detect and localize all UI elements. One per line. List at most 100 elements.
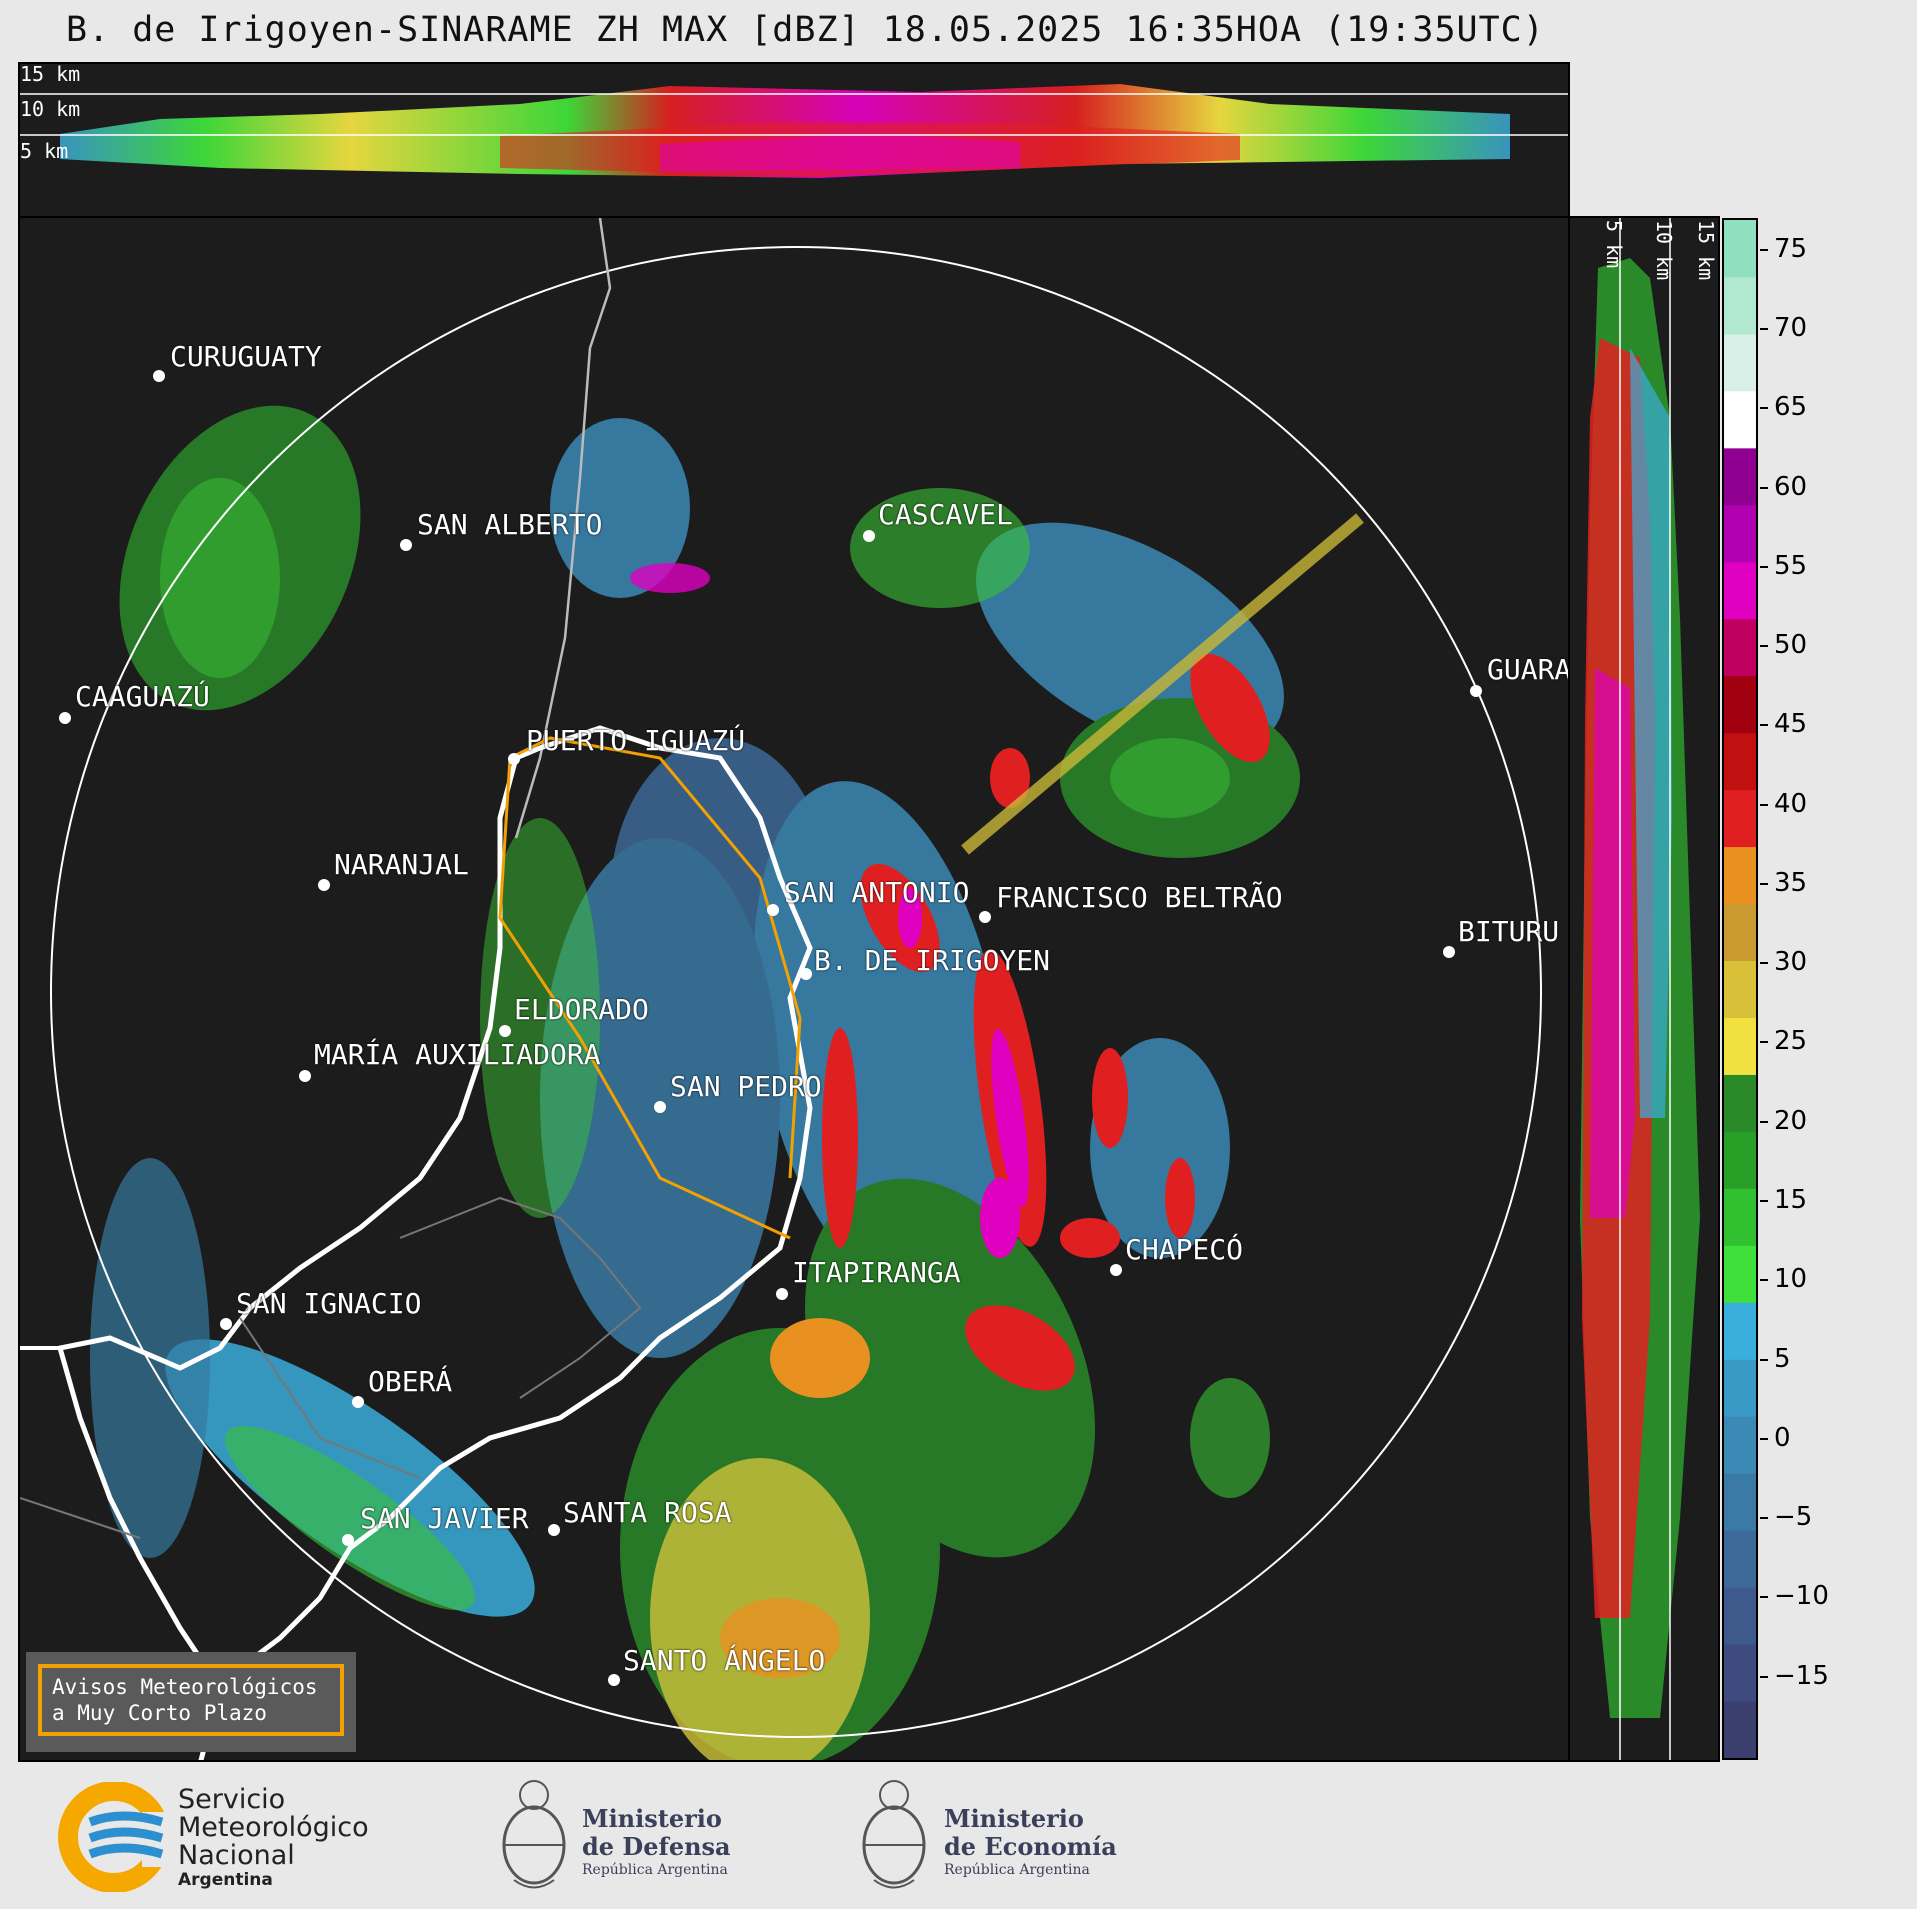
- colorbar-band: [1724, 789, 1756, 848]
- colorbar-band: [1724, 447, 1756, 506]
- city-marker: [153, 370, 165, 382]
- radar-echo-layer: [20, 218, 1542, 1760]
- smn-line-2: Meteorológico: [178, 1812, 369, 1843]
- city-label: BITURU: [1458, 915, 1560, 948]
- smn-line-3: Nacional: [178, 1840, 295, 1871]
- colorbar-tick: [1760, 1437, 1768, 1440]
- city-label: CHAPECÓ: [1125, 1233, 1244, 1266]
- colorbar-tick-label: 35: [1774, 867, 1808, 898]
- colorbar-tick: [1760, 486, 1768, 489]
- city-marker: [979, 911, 991, 923]
- defensa-line-1: Ministerio: [582, 1804, 722, 1833]
- smn-line-4: Argentina: [178, 1870, 273, 1890]
- city-label: SAN PEDRO: [670, 1070, 822, 1103]
- city-marker: [608, 1674, 620, 1686]
- colorbar-tick-label: 30: [1774, 947, 1808, 978]
- top-echo-profile: [20, 84, 1568, 178]
- city-label: ITAPIRANGA: [792, 1256, 961, 1289]
- colorbar-tick-label: 55: [1774, 550, 1808, 581]
- city-label: ELDORADO: [514, 993, 649, 1026]
- colorbar-tick: [1760, 327, 1768, 330]
- city-label: SAN JAVIER: [360, 1502, 529, 1535]
- colorbar-tick: [1760, 724, 1768, 727]
- colorbar-tick: [1760, 645, 1768, 648]
- city-label: FRANCISCO BELTRÃO: [996, 881, 1283, 914]
- colorbar-band: [1724, 1530, 1756, 1588]
- colorbar-tick: [1760, 1358, 1768, 1361]
- city-marker: [220, 1318, 232, 1330]
- city-label: OBERÁ: [368, 1365, 453, 1398]
- top-label-15km: 15 km: [20, 62, 81, 86]
- colorbar-band: [1724, 732, 1756, 791]
- top-label-10km: 10 km: [20, 97, 81, 121]
- warning-box[interactable]: Avisos Meteorológicos a Muy Corto Plazo: [26, 1652, 356, 1752]
- city-marker: [1470, 685, 1482, 697]
- colorbar-bands: [1724, 220, 1756, 1758]
- colorbar-tick-label: 10: [1774, 1264, 1808, 1295]
- colorbar-tick-label: 75: [1774, 233, 1808, 264]
- colorbar-band: [1724, 1302, 1756, 1360]
- warning-box-frame[interactable]: Avisos Meteorológicos a Muy Corto Plazo: [38, 1664, 344, 1736]
- colorbar-tick-label: 15: [1774, 1185, 1808, 1216]
- warning-line-1: Avisos Meteorológicos: [52, 1675, 318, 1699]
- warning-line-2: a Muy Corto Plazo: [52, 1701, 267, 1725]
- colorbar-tick-label: 25: [1774, 1026, 1808, 1057]
- city-label: MARÍA AUXILIADORA: [314, 1038, 601, 1071]
- colorbar-band: [1724, 333, 1756, 392]
- city-marker: [59, 712, 71, 724]
- city-label: SAN ANTONIO: [784, 876, 970, 909]
- radar-site-label: B. DE IRIGOYEN: [814, 944, 1051, 977]
- side-label-10km: 10 km: [1652, 220, 1676, 281]
- economia-line-3: República Argentina: [944, 1862, 1090, 1878]
- colorbar-tick: [1760, 803, 1768, 806]
- city-marker: [863, 530, 875, 542]
- colorbar-band: [1724, 1473, 1756, 1531]
- city-label: NARANJAL: [334, 848, 469, 881]
- colorbar-tick-label: 5: [1774, 1343, 1791, 1374]
- colorbar-tick: [1760, 248, 1768, 251]
- colorbar-tick: [1760, 1041, 1768, 1044]
- colorbar-band: [1724, 1074, 1756, 1132]
- side-echo-profile: [1580, 218, 1700, 1760]
- city-marker: [400, 539, 412, 551]
- colorbar-band: [1724, 960, 1756, 1018]
- colorbar-tick-label: −10: [1774, 1581, 1829, 1612]
- side-cross-section: 5 km 10 km 15 km: [1568, 216, 1720, 1762]
- city-label: SAN IGNACIO: [236, 1287, 422, 1320]
- colorbar-band: [1724, 1188, 1756, 1246]
- top-cross-section: 15 km 10 km 5 km: [18, 62, 1570, 218]
- city-marker: [508, 753, 520, 765]
- colorbar-tick-label: 20: [1774, 1105, 1808, 1136]
- city-marker: [1110, 1264, 1122, 1276]
- coat-of-arms-icon: [862, 1780, 926, 1889]
- colorbar-tick: [1760, 1596, 1768, 1599]
- colorbar-tick-label: 70: [1774, 312, 1808, 343]
- city-label: SANTA ROSA: [563, 1496, 732, 1529]
- city-label: CAAGUAZÚ: [75, 680, 210, 713]
- colorbar-band: [1724, 1416, 1756, 1474]
- colorbar-band: [1724, 1644, 1756, 1702]
- colorbar-band: [1724, 1245, 1756, 1303]
- colorbar-tick: [1760, 882, 1768, 885]
- smn-line-1: Servicio: [178, 1784, 286, 1815]
- colorbar-band: [1724, 276, 1756, 335]
- colorbar-tick: [1760, 1279, 1768, 1282]
- colorbar-band: [1724, 618, 1756, 677]
- economia-line-2: de Economía: [944, 1832, 1117, 1861]
- city-label: SAN ALBERTO: [417, 508, 603, 541]
- colorbar-band: [1724, 675, 1756, 734]
- colorbar-tick-label: −15: [1774, 1660, 1829, 1691]
- economia-line-1: Ministerio: [944, 1804, 1084, 1833]
- city-marker: [767, 904, 779, 916]
- top-label-5km: 5 km: [20, 139, 69, 163]
- colorbar-band: [1724, 903, 1756, 962]
- radar-map[interactable]: [18, 216, 1570, 1762]
- colorbar-tick: [1760, 1517, 1768, 1520]
- city-marker: [776, 1288, 788, 1300]
- colorbar-tick: [1760, 1120, 1768, 1123]
- city-marker: [548, 1524, 560, 1536]
- colorbar-tick-label: 60: [1774, 471, 1808, 502]
- colorbar-tick-label: −5: [1774, 1502, 1813, 1533]
- side-label-15km: 15 km: [1694, 220, 1718, 281]
- colorbar-tick: [1760, 565, 1768, 568]
